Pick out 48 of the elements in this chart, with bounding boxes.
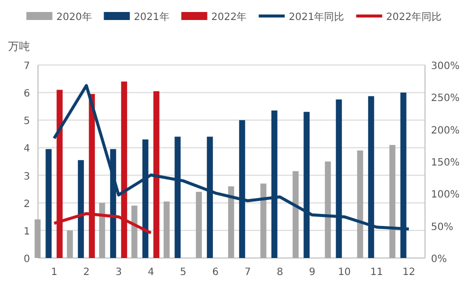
x-tick-label: 1 bbox=[50, 267, 58, 278]
bar bbox=[78, 160, 84, 258]
bar bbox=[131, 206, 138, 258]
y-tick-label: 3 bbox=[24, 171, 30, 182]
bar bbox=[389, 144, 396, 258]
y-tick-label: 4 bbox=[24, 144, 30, 155]
legend-label: 2021年 bbox=[134, 11, 170, 23]
bar bbox=[228, 186, 234, 258]
x-tick-label: 4 bbox=[148, 267, 154, 278]
y2-tick-label: 300% bbox=[431, 61, 460, 72]
x-tick-label: 7 bbox=[244, 267, 251, 278]
bar bbox=[357, 150, 364, 258]
y-tick-label: 0 bbox=[24, 254, 30, 265]
x-tick-label: 3 bbox=[115, 267, 122, 278]
y-tick-label: 1 bbox=[24, 226, 30, 238]
y-tick-label: 5 bbox=[24, 116, 30, 128]
x-tick-label: 10 bbox=[338, 267, 351, 278]
x-tick-label: 2 bbox=[83, 267, 90, 278]
bar bbox=[46, 149, 52, 258]
legend-label: 2022年 bbox=[211, 11, 247, 23]
y2-tick-label: 250% bbox=[431, 93, 460, 104]
bar bbox=[153, 91, 160, 258]
x-tick-label: 11 bbox=[370, 267, 383, 278]
y2-tick-label: 150% bbox=[431, 158, 460, 168]
bar bbox=[34, 219, 41, 258]
y2-tick-label: 200% bbox=[431, 125, 460, 136]
legend-label: 2021年同比 bbox=[288, 11, 344, 23]
x-tick-label: 6 bbox=[212, 267, 219, 278]
y-axis-title: 万吨 bbox=[8, 40, 30, 53]
bar bbox=[292, 171, 299, 258]
legend-label: 2022年同比 bbox=[386, 11, 442, 23]
x-tick-label: 8 bbox=[276, 267, 284, 278]
bar bbox=[324, 162, 331, 258]
y2-tick-label: 0% bbox=[431, 254, 447, 265]
bar bbox=[260, 184, 266, 258]
y-tick-label: 6 bbox=[24, 88, 30, 100]
y-tick-label: 7 bbox=[24, 61, 30, 72]
legend-label: 2020年 bbox=[56, 11, 92, 23]
x-tick-label: 12 bbox=[402, 267, 416, 278]
x-tick-label: 9 bbox=[308, 267, 316, 278]
bar bbox=[99, 202, 106, 258]
y2-tick-label: 100% bbox=[431, 190, 460, 201]
bar bbox=[164, 201, 170, 258]
y2-tick-label: 50% bbox=[431, 222, 454, 233]
x-tick-label: 5 bbox=[180, 267, 186, 278]
bar bbox=[66, 230, 73, 258]
bar bbox=[196, 192, 202, 258]
y-tick-label: 2 bbox=[24, 198, 30, 210]
